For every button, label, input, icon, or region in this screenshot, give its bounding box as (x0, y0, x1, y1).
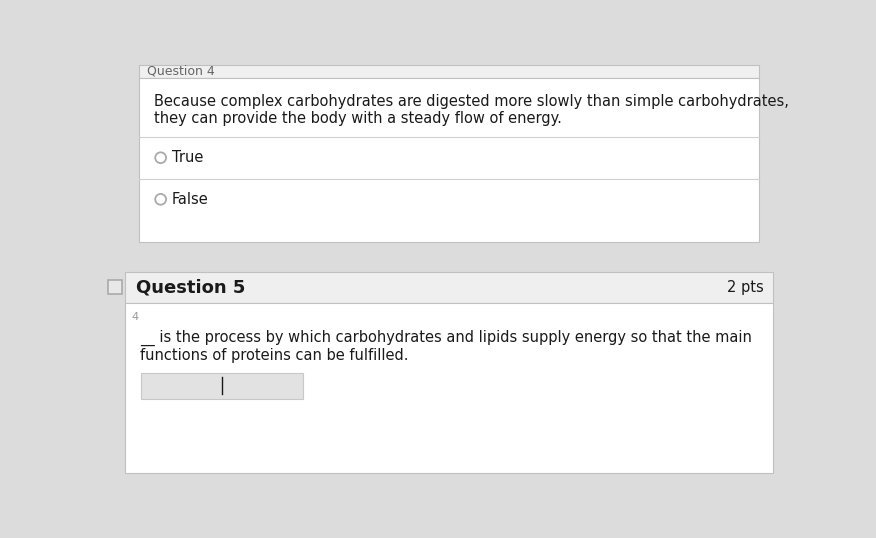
Text: they can provide the body with a steady flow of energy.: they can provide the body with a steady … (154, 111, 562, 126)
Text: Question 4: Question 4 (146, 65, 215, 78)
Text: __ is the process by which carbohydrates and lipids supply energy so that the ma: __ is the process by which carbohydrates… (140, 330, 752, 346)
FancyBboxPatch shape (140, 372, 303, 399)
Text: False: False (172, 192, 208, 207)
Text: True: True (172, 150, 203, 165)
Text: 4: 4 (131, 312, 138, 322)
FancyBboxPatch shape (139, 79, 759, 242)
FancyBboxPatch shape (139, 65, 759, 79)
FancyBboxPatch shape (125, 272, 773, 303)
Text: Because complex carbohydrates are digested more slowly than simple carbohydrates: Because complex carbohydrates are digest… (154, 94, 789, 109)
Text: functions of proteins can be fulfilled.: functions of proteins can be fulfilled. (140, 348, 409, 363)
Text: 2 pts: 2 pts (727, 280, 764, 295)
FancyBboxPatch shape (108, 280, 122, 294)
FancyBboxPatch shape (125, 303, 773, 473)
Text: Question 5: Question 5 (136, 279, 245, 297)
